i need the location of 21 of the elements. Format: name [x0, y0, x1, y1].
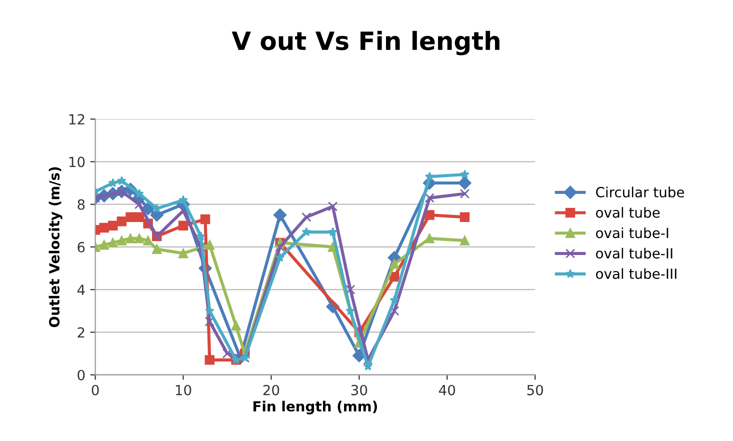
y-axis-title: Outlet Velocity (m/s)	[48, 167, 62, 328]
x-tick-label: 0	[92, 384, 99, 396]
x-tick-label: 30	[351, 384, 368, 396]
y-tick-label: 6	[78, 242, 85, 252]
x-tick-label: 10	[176, 384, 192, 396]
y-tick-label: 12	[69, 114, 84, 124]
legend-label: ovai tube-I	[596, 227, 668, 238]
y-tick-label: 4	[77, 284, 85, 295]
legend-label: oval tube-II	[596, 248, 672, 259]
legend-label: Circular tube	[596, 186, 684, 198]
x-tick-label: 20	[263, 384, 280, 396]
y-tick-label: 2	[78, 327, 84, 338]
x-axis-title: Fin length (mm)	[253, 400, 377, 414]
x-tick-label: 40	[438, 384, 456, 396]
y-tick-label: 0	[78, 370, 85, 380]
y-tick-label: 10	[69, 156, 85, 168]
y-tick-label: 8	[78, 199, 85, 210]
x-tick-label: 50	[527, 384, 544, 396]
chart-title: V out Vs Fin length	[232, 30, 500, 56]
legend-label: oval tube-III	[596, 268, 676, 279]
legend-label: oval tube	[596, 207, 660, 218]
